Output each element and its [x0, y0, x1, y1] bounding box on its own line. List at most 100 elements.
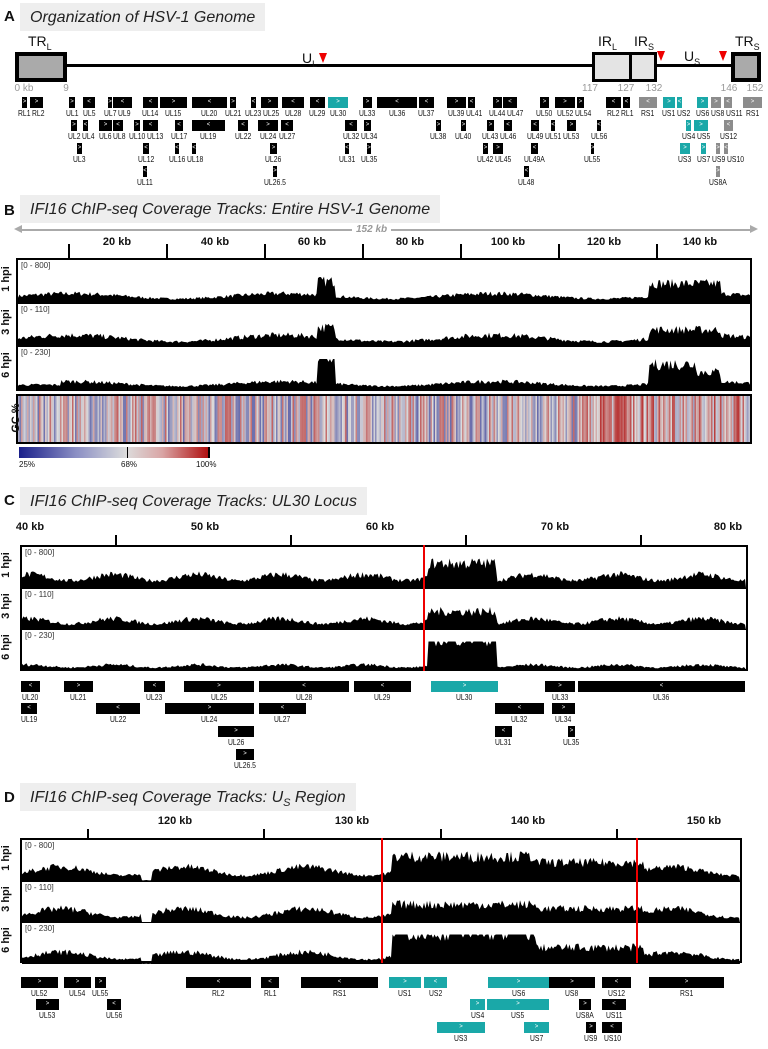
gene-ul9[interactable]: < [113, 97, 132, 108]
gene-ul45[interactable]: > [493, 143, 503, 154]
gene-ul20[interactable]: < [21, 681, 40, 692]
gene-ul30[interactable]: > [431, 681, 498, 692]
gene-us3[interactable]: > [437, 1022, 485, 1033]
gene-ul27[interactable]: < [259, 703, 306, 714]
gene-us2[interactable]: < [424, 977, 447, 988]
gene-us5[interactable]: > [694, 120, 708, 131]
gene-ul8[interactable]: < [113, 120, 123, 131]
gene-ul16[interactable]: < [175, 143, 179, 154]
gene-ul36[interactable]: < [377, 97, 417, 108]
gene-ul35[interactable]: > [367, 143, 371, 154]
gene-us1[interactable]: > [663, 97, 675, 108]
gene-ul34[interactable]: > [364, 120, 371, 131]
gene-ul7[interactable]: > [108, 97, 112, 108]
gene-ul29[interactable]: < [354, 681, 411, 692]
gene-ul3[interactable]: > [77, 143, 82, 154]
gene-ul21[interactable]: > [64, 681, 93, 692]
gene-ul19[interactable]: < [192, 120, 225, 131]
gene-us4[interactable]: > [686, 120, 691, 131]
gene-ul39[interactable]: > [447, 97, 466, 108]
gene-us9[interactable]: > [586, 1022, 596, 1033]
gene-ul38[interactable]: > [436, 120, 441, 131]
gene-rs1[interactable]: > [649, 977, 724, 988]
gene-ul5[interactable]: < [83, 97, 95, 108]
gene-ul1[interactable]: > [69, 97, 75, 108]
gene-ul20[interactable]: < [192, 97, 227, 108]
gene-ul29[interactable]: < [310, 97, 325, 108]
gene-ul48[interactable]: < [524, 166, 529, 177]
gene-ul43[interactable]: > [487, 120, 494, 131]
gene-rl1[interactable]: < [261, 977, 279, 988]
gene-us11[interactable]: < [724, 97, 732, 108]
gene-ul24[interactable]: > [258, 120, 278, 131]
gene-ul56[interactable]: < [107, 999, 121, 1010]
gene-ul52[interactable]: > [21, 977, 58, 988]
gene-us8[interactable]: > [711, 97, 721, 108]
gene-ul33[interactable]: > [363, 97, 372, 108]
gene-ul49a[interactable]: < [531, 143, 538, 154]
gene-ul53[interactable]: > [567, 120, 576, 131]
gene-ul24[interactable]: > [165, 703, 254, 714]
gene-ul23[interactable]: < [144, 681, 165, 692]
gene-us11[interactable]: < [602, 999, 626, 1010]
gene-ul25[interactable]: > [261, 97, 278, 108]
gene-us7[interactable]: > [701, 143, 706, 154]
gene-ul41[interactable]: < [468, 97, 475, 108]
gene-us6[interactable]: > [697, 97, 708, 108]
gene-ul10[interactable]: > [134, 120, 140, 131]
gene-us2[interactable]: < [677, 97, 682, 108]
gene-ul27[interactable]: < [281, 120, 293, 131]
gene-us8a[interactable]: > [579, 999, 591, 1010]
gene-ul33[interactable]: > [545, 681, 575, 692]
gene-ul25[interactable]: > [184, 681, 254, 692]
gene-us8a[interactable]: > [716, 166, 720, 177]
gene-ul26.5[interactable]: > [236, 749, 254, 760]
gene-ul35[interactable]: > [568, 726, 575, 737]
gene-ul21[interactable]: > [230, 97, 236, 108]
gene-ul4[interactable]: < [83, 120, 88, 131]
gene-rs1[interactable]: < [639, 97, 657, 108]
gene-ul40[interactable]: > [461, 120, 466, 131]
gene-ul13[interactable]: < [143, 120, 158, 131]
gene-ul54[interactable]: > [577, 97, 584, 108]
gene-us10[interactable]: < [602, 1022, 622, 1033]
gene-ul23[interactable]: < [251, 97, 256, 108]
gene-ul26.5[interactable]: > [273, 166, 277, 177]
gene-ul32[interactable]: < [345, 120, 357, 131]
gene-ul15[interactable]: > [160, 97, 187, 108]
gene-ul22[interactable]: < [238, 120, 248, 131]
gene-ul31[interactable]: < [345, 143, 349, 154]
gene-ul19[interactable]: < [21, 703, 37, 714]
gene-ul49[interactable]: < [531, 120, 539, 131]
gene-us7[interactable]: > [524, 1022, 549, 1033]
gene-us5[interactable]: > [487, 999, 549, 1010]
gene-ul17[interactable]: < [175, 120, 183, 131]
gene-ul22[interactable]: < [96, 703, 140, 714]
gene-rl1[interactable]: > [22, 97, 27, 108]
gene-ul26[interactable]: > [218, 726, 254, 737]
gene-us12[interactable]: < [602, 977, 631, 988]
gene-ul55[interactable]: > [95, 977, 106, 988]
gene-ul52[interactable]: > [555, 97, 575, 108]
gene-ul6[interactable]: > [99, 120, 112, 131]
gene-ul51[interactable]: < [551, 120, 555, 131]
gene-ul53[interactable]: > [36, 999, 59, 1010]
gene-ul11[interactable]: < [143, 166, 147, 177]
gene-us12[interactable]: < [724, 120, 733, 131]
gene-rl2[interactable]: < [606, 97, 621, 108]
gene-rl2[interactable]: < [186, 977, 251, 988]
gene-ul56[interactable]: < [597, 120, 601, 131]
gene-ul37[interactable]: < [419, 97, 434, 108]
gene-ul36[interactable]: < [578, 681, 745, 692]
gene-ul47[interactable]: < [503, 97, 517, 108]
gene-ul18[interactable]: < [192, 143, 196, 154]
gene-ul34[interactable]: > [552, 703, 575, 714]
gene-ul26[interactable]: > [270, 143, 277, 154]
gene-ul46[interactable]: < [504, 120, 512, 131]
gene-ul28[interactable]: < [282, 97, 304, 108]
gene-ul44[interactable]: > [493, 97, 502, 108]
gene-ul2[interactable]: > [71, 120, 77, 131]
gene-ul32[interactable]: < [495, 703, 544, 714]
gene-ul12[interactable]: < [143, 143, 149, 154]
gene-us6[interactable]: > [488, 977, 549, 988]
